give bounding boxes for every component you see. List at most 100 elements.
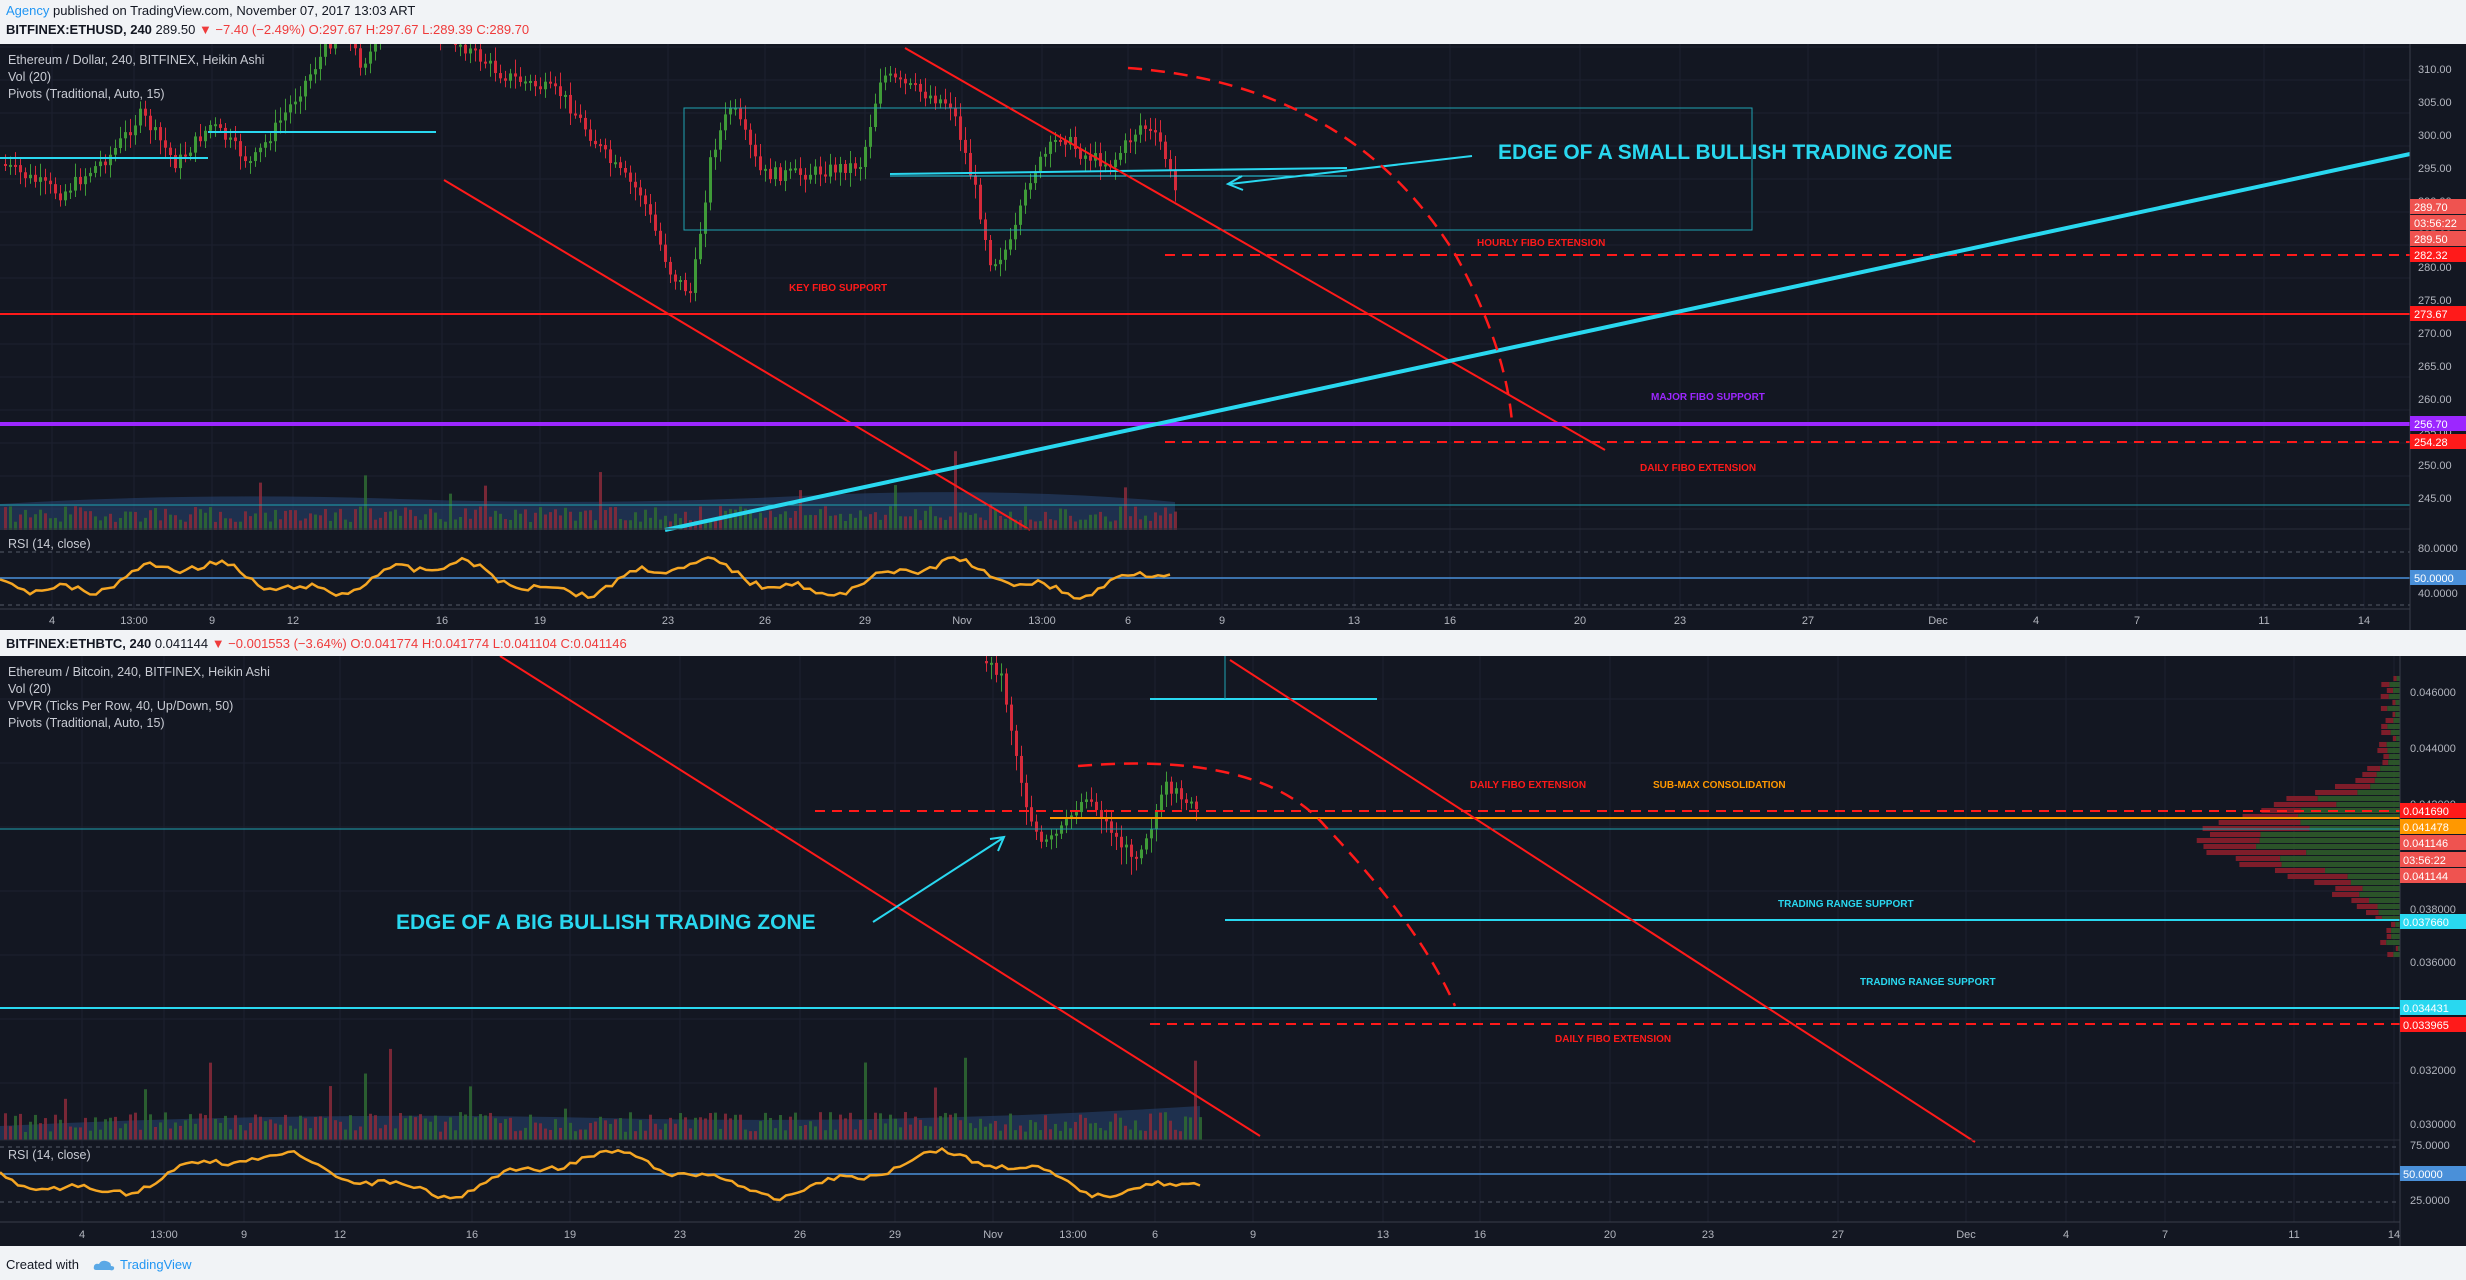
time-tick: 7 — [2134, 615, 2140, 627]
rsi-tick: 40.0000 — [2418, 588, 2458, 600]
time-tick: 11 — [2258, 615, 2269, 627]
zone-arrow[interactable] — [1229, 155, 1473, 185]
price-label-bg — [2400, 1000, 2466, 1015]
price-tick: 270.00 — [2418, 328, 2452, 340]
daily-fibo-label: DAILY FIBO EXTENSION — [1640, 463, 1756, 474]
price-label: 0.041144 — [2403, 871, 2448, 883]
vol-legend[interactable]: Vol (20) — [8, 70, 52, 84]
ethbtc-symbol-label: BITFINEX:ETHBTC, 240 — [6, 636, 152, 651]
time-tick: 13:00 — [1059, 1229, 1087, 1241]
ethusd-chart-canvas[interactable]: EDGE OF A SMALL BULLISH TRADING ZONE HOU… — [0, 44, 2466, 630]
vpvr-legend[interactable]: VPVR (Ticks Per Row, 40, Up/Down, 50) — [8, 699, 234, 713]
price-tick: 0.044000 — [2410, 743, 2456, 755]
price-label-bg — [2410, 215, 2466, 230]
time-tick: 27 — [1802, 615, 1814, 627]
price-label-bg — [2400, 1166, 2466, 1181]
price-tick: 275.00 — [2418, 295, 2452, 307]
price-tick: 0.036000 — [2410, 957, 2456, 969]
ethbtc-chart-canvas[interactable]: EDGE OF A BIG BULLISH TRADING ZONE DAILY… — [0, 656, 2466, 1246]
time-tick: 16 — [1444, 615, 1456, 627]
symbol-info: BITFINEX:ETHUSD, 240 289.50 ▼ −7.40 (−2.… — [6, 22, 529, 37]
price-label: 03:56:22 — [2403, 855, 2446, 867]
descending-trendline-2[interactable] — [443, 179, 1031, 531]
symbol-label: BITFINEX:ETHUSD, 240 — [6, 22, 152, 37]
publish-info: Agency published on TradingView.com, Nov… — [6, 3, 415, 18]
time-tick: Dec — [1956, 1229, 1976, 1241]
price-label: 50.0000 — [2403, 1169, 2443, 1181]
time-tick: 23 — [1702, 1229, 1714, 1241]
price-label-bg — [2410, 199, 2466, 214]
rsi-legend[interactable]: RSI (14, close) — [8, 537, 91, 551]
time-tick: 29 — [889, 1229, 901, 1241]
time-tick: 27 — [1832, 1229, 1844, 1241]
rsi-tick: 75.0000 — [2410, 1140, 2450, 1152]
rsi2-legend[interactable]: RSI (14, close) — [8, 1148, 91, 1162]
time-tick: 9 — [209, 615, 215, 627]
descending-trendline-1[interactable] — [904, 47, 1606, 451]
ethusd-volume-bars — [0, 451, 1177, 530]
price-axis-labels: 289.70 03:56:22 289.50 282.32 273.67 256.70 25… — [2410, 199, 2466, 585]
projected-path-arc-2[interactable] — [1077, 762, 1457, 1007]
time-tick: Dec — [1928, 615, 1948, 627]
price-label: 0.034431 — [2403, 1003, 2449, 1015]
pivots-legend[interactable]: Pivots (Traditional, Auto, 15) — [8, 87, 165, 101]
descending-trendline-4[interactable] — [1229, 659, 1976, 1143]
price-tick: 310.00 — [2418, 64, 2452, 76]
time-tick: 26 — [794, 1229, 806, 1241]
price-label-bg — [2410, 247, 2466, 262]
price-tick: 280.00 — [2418, 262, 2452, 274]
time-axis-ticks[interactable]: 4 13:00 9 12 16 19 23 26 29 Nov 13:00 6 9 13 16 20 23 27 D… — [49, 615, 2370, 627]
price-label: 0.041690 — [2403, 806, 2449, 818]
price-label-bg — [2400, 835, 2466, 850]
pivots2-legend[interactable]: Pivots (Traditional, Auto, 15) — [8, 716, 165, 730]
time-tick: 23 — [662, 615, 674, 627]
descending-trendline-3[interactable] — [499, 656, 1261, 1137]
hourly-fibo-label: HOURLY FIBO EXTENSION — [1477, 238, 1605, 249]
tradingview-cloud-icon — [93, 1260, 114, 1270]
edge-arrow[interactable] — [872, 837, 1004, 923]
small-trading-zone-box[interactable] — [683, 107, 1753, 231]
ethbtc-candles — [985, 656, 1198, 875]
time-tick: 6 — [1152, 1229, 1158, 1241]
ethusd-chart-panel[interactable]: EDGE OF A SMALL BULLISH TRADING ZONE HOU… — [0, 44, 2466, 630]
vol2-legend[interactable]: Vol (20) — [8, 682, 52, 696]
rsi-tick: 80.0000 — [2418, 543, 2458, 555]
time-tick: 19 — [534, 615, 546, 627]
ethusd-legend: Ethereum / Dollar, 240, BITFINEX, Heikin… — [8, 52, 264, 103]
price-axis2-ticks[interactable]: 0.0460000.0440000.0420000.0380000.036000… — [2410, 687, 2456, 1207]
time-tick: Nov — [983, 1229, 1003, 1241]
projected-path-arc[interactable] — [1127, 66, 1514, 423]
time-tick: 16 — [436, 615, 448, 627]
price-label-bg — [2410, 416, 2466, 431]
time-tick: Nov — [952, 615, 972, 627]
ethbtc-legend: Ethereum / Bitcoin, 240, BITFINEX, Heiki… — [8, 664, 270, 732]
time-tick: 12 — [334, 1229, 346, 1241]
price-label: 0.037660 — [2403, 917, 2449, 929]
time-tick: 29 — [859, 615, 871, 627]
time-tick: 9 — [1219, 615, 1225, 627]
ethbtc-chart-panel[interactable]: EDGE OF A BIG BULLISH TRADING ZONE DAILY… — [0, 656, 2466, 1246]
author-link[interactable]: Agency — [6, 3, 50, 18]
time-tick: 23 — [1674, 615, 1686, 627]
chart2-title[interactable]: Ethereum / Bitcoin, 240, BITFINEX, Heiki… — [8, 665, 270, 679]
price-tick: 305.00 — [2418, 97, 2452, 109]
chart-title[interactable]: Ethereum / Dollar, 240, BITFINEX, Heikin… — [8, 53, 265, 67]
price-label-bg — [2400, 803, 2466, 818]
time-tick: 13 — [1348, 615, 1360, 627]
created-with-text: Created with — [6, 1257, 79, 1272]
price-label: 273.67 — [2414, 309, 2448, 321]
price-tick: 300.00 — [2418, 130, 2452, 142]
price-label: 03:56:22 — [2414, 218, 2457, 230]
daily-fibo-top-label: DAILY FIBO EXTENSION — [1470, 780, 1586, 791]
time-tick: 20 — [1574, 615, 1586, 627]
time-axis2-ticks[interactable]: 4 13:00 9 12 16 19 23 26 29 Nov 13:00 6 9 13 16 20 23 27 D… — [79, 1229, 2400, 1241]
price-label-bg — [2410, 231, 2466, 246]
tradingview-link[interactable]: TradingView — [120, 1257, 192, 1272]
last-price: 289.50 — [155, 22, 196, 37]
rising-trendline[interactable] — [664, 152, 2411, 532]
price-tick: 250.00 — [2418, 460, 2452, 472]
key-fibo-label: KEY FIBO SUPPORT — [789, 283, 887, 294]
price-tick: 265.00 — [2418, 361, 2452, 373]
price-label: 282.32 — [2414, 250, 2448, 262]
price-label: 289.50 — [2414, 234, 2448, 246]
